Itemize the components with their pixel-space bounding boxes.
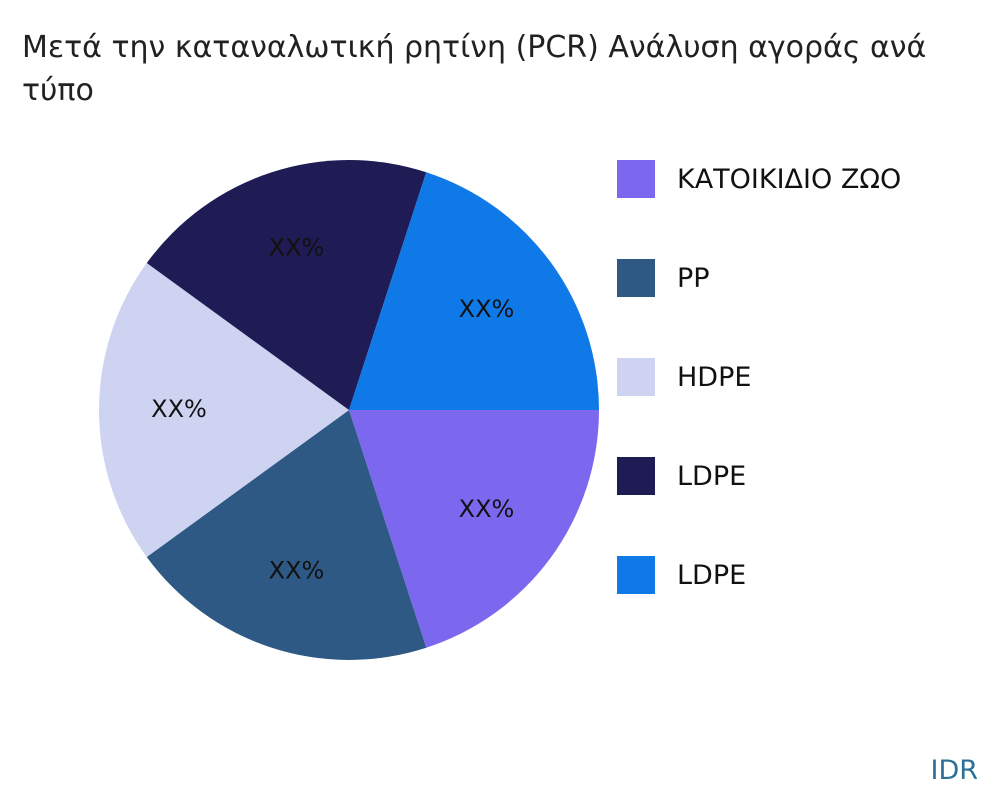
legend-item: LDPE: [617, 457, 901, 495]
legend-swatch: [617, 160, 655, 198]
chart-title-line1: Μετά την καταναλωτική ρητίνη (PCR) Ανάλυ…: [22, 30, 927, 65]
legend-swatch: [617, 556, 655, 594]
legend-swatch: [617, 358, 655, 396]
pie-chart: XX% XX% XX% XX% XX%: [99, 160, 599, 660]
legend-label: LDPE: [677, 559, 747, 591]
legend-item: ΚΑΤΟΙΚΙΔΙΟ ΖΩΟ: [617, 160, 901, 198]
legend-item: LDPE: [617, 556, 901, 594]
legend-label: LDPE: [677, 460, 747, 492]
chart-title-line2: τύπο: [22, 73, 94, 108]
pie-slice-pp: [146, 410, 427, 660]
legend-label: PP: [677, 262, 710, 294]
pie-slice-ldpe: [349, 172, 599, 410]
pie-slice-κατοικιδιο-ζωο: [349, 410, 599, 648]
legend-swatch: [617, 457, 655, 495]
slice-value-label: XX%: [459, 295, 515, 323]
legend-swatch: [617, 259, 655, 297]
pie-slice-hdpe: [99, 263, 349, 557]
legend-item: PP: [617, 259, 901, 297]
legend: ΚΑΤΟΙΚΙΔΙΟ ΖΩΟ PP HDPE LDPE LDPE: [617, 160, 901, 655]
slice-value-label: XX%: [269, 233, 325, 261]
brand-mark: IDR: [930, 755, 978, 786]
legend-item: HDPE: [617, 358, 901, 396]
legend-label: ΚΑΤΟΙΚΙΔΙΟ ΖΩΟ: [677, 163, 902, 195]
pie-slice-ldpe: [146, 160, 427, 410]
legend-label: HDPE: [677, 361, 752, 393]
slice-value-label: XX%: [151, 395, 207, 423]
chart-title: Μετά την καταναλωτική ρητίνη (PCR) Ανάλυ…: [22, 26, 1000, 112]
slice-value-label: XX%: [269, 557, 325, 585]
slice-value-label: XX%: [459, 495, 515, 523]
